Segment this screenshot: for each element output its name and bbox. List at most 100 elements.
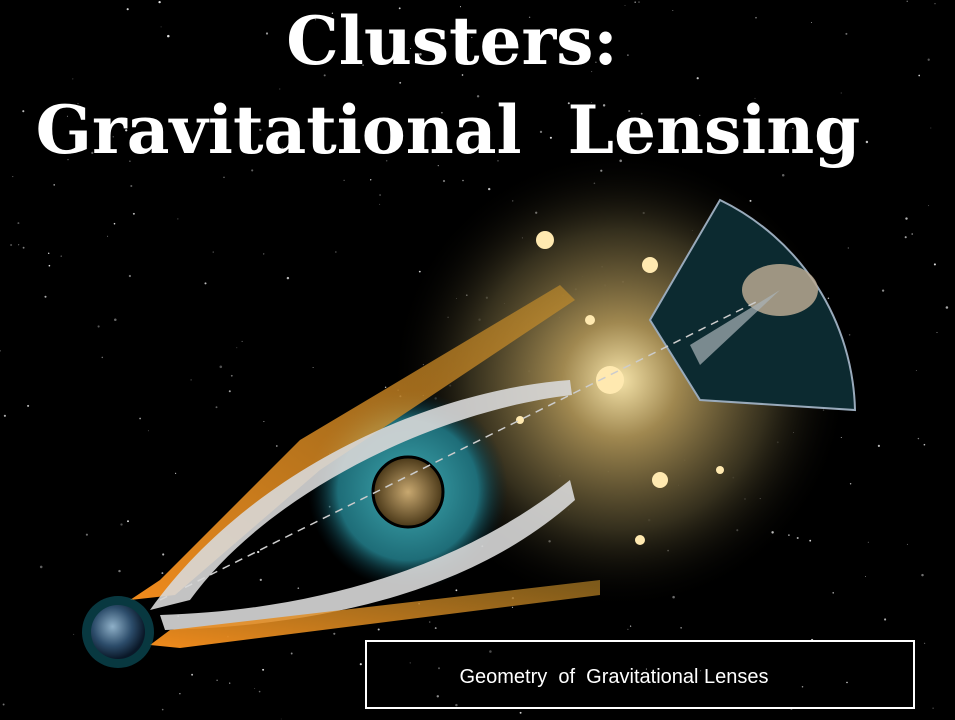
star xyxy=(263,253,265,255)
star xyxy=(10,243,13,247)
star xyxy=(251,169,254,172)
star xyxy=(44,295,47,298)
star xyxy=(801,686,804,688)
title-line: Gravitational Lensing xyxy=(36,91,861,169)
light-ray xyxy=(150,580,600,648)
star xyxy=(132,212,135,215)
star xyxy=(331,12,334,14)
star xyxy=(230,374,233,377)
star xyxy=(85,533,88,536)
star xyxy=(66,115,68,117)
star xyxy=(419,53,422,56)
star xyxy=(459,6,462,8)
star xyxy=(832,592,834,594)
star xyxy=(519,711,522,714)
star xyxy=(921,573,924,577)
star xyxy=(370,179,372,181)
star xyxy=(379,203,381,205)
star xyxy=(177,218,179,220)
star xyxy=(216,679,218,682)
star xyxy=(101,356,104,359)
light-cone xyxy=(690,290,780,365)
star xyxy=(845,32,848,35)
star xyxy=(915,369,917,371)
star xyxy=(410,47,412,49)
star xyxy=(398,7,401,10)
star xyxy=(911,233,913,235)
star xyxy=(112,136,114,138)
star xyxy=(323,74,326,77)
star xyxy=(379,194,382,196)
star xyxy=(48,264,51,267)
star xyxy=(47,252,50,255)
star xyxy=(91,151,94,155)
star xyxy=(934,3,936,5)
caption-box xyxy=(365,640,915,709)
star xyxy=(259,128,262,132)
star xyxy=(930,127,932,129)
star xyxy=(918,74,921,77)
star xyxy=(847,247,849,249)
star xyxy=(428,621,431,623)
star xyxy=(700,670,702,672)
star xyxy=(263,420,265,423)
star xyxy=(12,176,14,178)
star xyxy=(936,332,938,334)
star xyxy=(236,347,238,349)
star xyxy=(384,386,387,389)
lens-core xyxy=(371,455,445,529)
star xyxy=(810,21,812,23)
star xyxy=(928,205,930,207)
star xyxy=(699,114,701,116)
star xyxy=(265,32,269,35)
star xyxy=(865,140,869,144)
star xyxy=(254,688,256,690)
star xyxy=(114,318,117,322)
star xyxy=(229,682,231,684)
star xyxy=(73,633,75,635)
star xyxy=(923,443,926,446)
star xyxy=(434,627,437,630)
star xyxy=(118,569,121,573)
star xyxy=(179,693,181,695)
star xyxy=(848,334,851,336)
star xyxy=(905,217,908,220)
star xyxy=(262,668,265,671)
star xyxy=(39,565,43,569)
star xyxy=(18,244,20,246)
star xyxy=(627,54,629,56)
star xyxy=(161,572,164,575)
star xyxy=(567,102,570,105)
star xyxy=(438,667,440,670)
star xyxy=(539,130,543,134)
star xyxy=(906,543,908,545)
star xyxy=(781,173,785,177)
star xyxy=(933,263,936,266)
star xyxy=(359,663,362,666)
star xyxy=(343,179,345,182)
star xyxy=(437,165,439,167)
star xyxy=(476,95,480,98)
star xyxy=(258,690,261,693)
star xyxy=(17,222,20,225)
star xyxy=(141,119,143,122)
star xyxy=(107,235,109,237)
star xyxy=(125,129,128,132)
star xyxy=(591,71,593,73)
star xyxy=(462,179,464,182)
caption: Geometry of Gravitational Lenses xyxy=(459,666,768,688)
star xyxy=(792,127,794,130)
star xyxy=(67,159,69,161)
star xyxy=(638,1,640,3)
star xyxy=(22,246,25,249)
star xyxy=(409,662,411,664)
star xyxy=(442,179,446,183)
star xyxy=(672,9,674,12)
star xyxy=(161,708,164,711)
star xyxy=(275,445,278,447)
star xyxy=(259,578,262,582)
star xyxy=(120,523,123,526)
star xyxy=(174,472,177,475)
star xyxy=(215,406,218,409)
star xyxy=(877,444,881,448)
